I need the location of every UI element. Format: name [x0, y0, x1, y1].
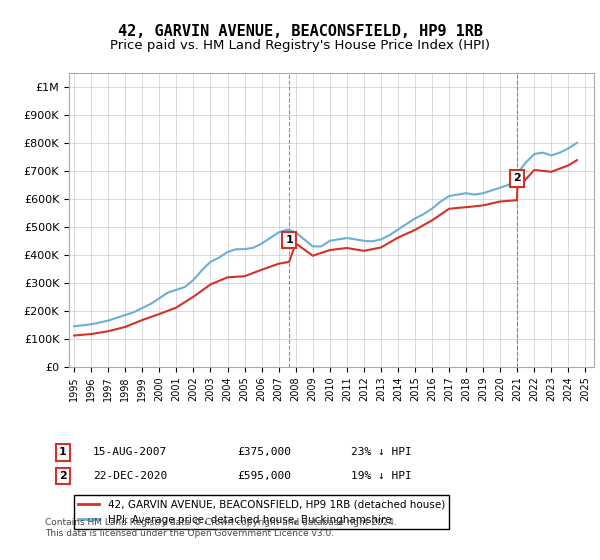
Text: 42, GARVIN AVENUE, BEACONSFIELD, HP9 1RB: 42, GARVIN AVENUE, BEACONSFIELD, HP9 1RB [118, 24, 482, 39]
Text: 15-AUG-2007: 15-AUG-2007 [93, 447, 167, 458]
Text: 19% ↓ HPI: 19% ↓ HPI [351, 471, 412, 481]
Legend: 42, GARVIN AVENUE, BEACONSFIELD, HP9 1RB (detached house), HPI: Average price, d: 42, GARVIN AVENUE, BEACONSFIELD, HP9 1RB… [74, 496, 449, 529]
Text: Contains HM Land Registry data © Crown copyright and database right 2024.
This d: Contains HM Land Registry data © Crown c… [45, 518, 397, 538]
Text: 23% ↓ HPI: 23% ↓ HPI [351, 447, 412, 458]
Text: 2: 2 [513, 174, 521, 184]
Text: 22-DEC-2020: 22-DEC-2020 [93, 471, 167, 481]
Text: Price paid vs. HM Land Registry's House Price Index (HPI): Price paid vs. HM Land Registry's House … [110, 39, 490, 52]
Text: 2: 2 [59, 471, 67, 481]
Text: 1: 1 [59, 447, 67, 458]
Text: £595,000: £595,000 [237, 471, 291, 481]
Text: £375,000: £375,000 [237, 447, 291, 458]
Text: 1: 1 [286, 235, 293, 245]
